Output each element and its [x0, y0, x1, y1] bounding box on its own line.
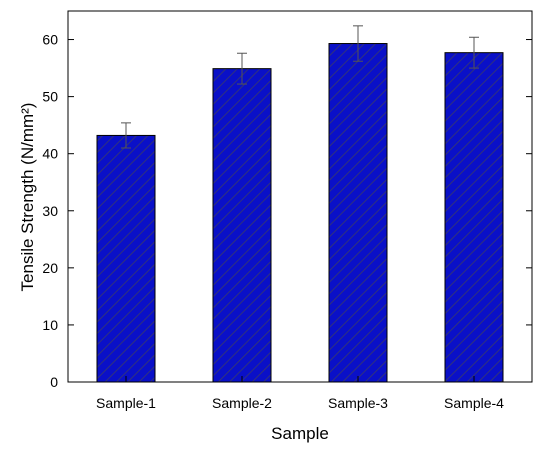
y-tick-label: 0 [50, 374, 58, 390]
plot-area [96, 25, 504, 383]
plot-frame [67, 10, 533, 383]
y-axis-title: Tensile Strength (N/mm²) [18, 103, 37, 292]
y-axis: 0 10 20 30 40 50 60 [42, 32, 532, 390]
x-tick-label: Sample-2 [212, 395, 272, 411]
x-axis: Sample-1 Sample-2 Sample-3 Sample-4 [96, 376, 504, 411]
x-tick-label: Sample-4 [444, 395, 504, 411]
y-tick-label: 10 [42, 317, 58, 333]
y-tick-label: 50 [42, 89, 58, 105]
y-tick-label: 30 [42, 203, 58, 219]
y-tick-label: 40 [42, 146, 58, 162]
bar [212, 68, 272, 383]
bar [328, 43, 388, 383]
x-tick-label: Sample-1 [96, 395, 156, 411]
x-tick-label: Sample-3 [328, 395, 388, 411]
x-axis-title: Sample [271, 424, 329, 443]
bar [444, 52, 504, 383]
bar [96, 134, 156, 383]
y-tick-label: 60 [42, 32, 58, 48]
y-tick-label: 20 [42, 260, 58, 276]
